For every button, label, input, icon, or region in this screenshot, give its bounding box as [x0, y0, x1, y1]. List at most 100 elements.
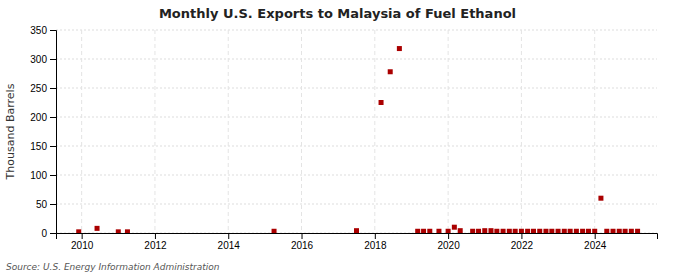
tick: 2020 [437, 233, 460, 251]
point [629, 229, 634, 233]
grid-line [594, 30, 595, 233]
grid-line [521, 30, 522, 233]
point [568, 229, 573, 233]
grid-line [81, 30, 82, 233]
point [458, 228, 463, 233]
point [519, 229, 524, 233]
grid-line [301, 30, 302, 233]
grid-line [56, 30, 657, 31]
point [635, 229, 640, 233]
tick-label: 50 [36, 199, 48, 210]
tick: 0 [41, 228, 56, 239]
point [397, 46, 402, 51]
point [611, 229, 616, 233]
point [125, 229, 130, 233]
point [476, 229, 481, 233]
point [436, 229, 441, 233]
point [501, 229, 506, 233]
tick-label: 250 [30, 83, 47, 94]
axis-line [57, 234, 658, 240]
grid-line [56, 204, 657, 205]
grid-line [56, 88, 657, 89]
tick: 100 [30, 170, 56, 181]
tick: 350 [30, 25, 56, 36]
grid-line [56, 117, 657, 118]
tick-label: 2024 [584, 240, 607, 251]
point [543, 229, 548, 233]
tick: 250 [30, 83, 56, 94]
tick-mark [155, 233, 156, 239]
tick: 2012 [144, 233, 167, 251]
point [537, 229, 542, 233]
tick-mark [50, 175, 56, 176]
tick-label: 2022 [511, 240, 534, 251]
tick: 2016 [291, 233, 314, 251]
tick-mark [228, 233, 229, 239]
point [549, 229, 554, 233]
points [76, 46, 640, 233]
point [421, 229, 426, 233]
point [617, 229, 622, 233]
tick-label: 0 [41, 228, 47, 239]
point [604, 229, 609, 233]
x-axis: 2010 2012 2014 2016 2018 2020 2022 2024 [57, 233, 658, 251]
tick-mark [521, 233, 522, 239]
point [562, 229, 567, 233]
tick: 2024 [584, 233, 607, 251]
tick-label: 300 [30, 54, 47, 65]
point [586, 229, 591, 233]
point [452, 225, 457, 230]
tick-mark [448, 233, 449, 239]
tick-mark [50, 59, 56, 60]
tick-label: 200 [30, 112, 47, 123]
point [482, 228, 487, 233]
grid [56, 30, 657, 233]
y-axis: 0 50 100 150 200 250 300 350 [30, 25, 56, 239]
point [116, 229, 121, 233]
tick-label: 2012 [144, 240, 167, 251]
point [470, 229, 475, 233]
tick-label: 100 [30, 170, 47, 181]
point [494, 229, 499, 233]
tick-label: 2016 [291, 240, 314, 251]
point [592, 229, 597, 233]
tick-label: 2014 [218, 240, 241, 251]
tick-mark [50, 117, 56, 118]
point [574, 229, 579, 233]
point [446, 229, 451, 233]
tick: 50 [36, 199, 56, 210]
tick-label: 150 [30, 141, 47, 152]
tick: 2022 [511, 233, 534, 251]
tick-mark [375, 233, 376, 239]
tick-label: 2018 [364, 240, 387, 251]
tick-label: 2020 [437, 240, 460, 251]
tick-mark [50, 146, 56, 147]
point [531, 229, 536, 233]
tick: 2018 [364, 233, 387, 251]
point [623, 229, 628, 233]
plot: 2010 2012 2014 2016 2018 2020 2022 2024 0 50 100 15… [30, 25, 657, 251]
tick-mark [82, 233, 83, 239]
point [598, 196, 603, 201]
tick-label: 350 [30, 25, 47, 36]
source: Source: U.S. Energy Information Administ… [6, 262, 220, 272]
point [95, 226, 100, 231]
point [556, 229, 561, 233]
point [488, 228, 493, 233]
tick-mark [595, 233, 596, 239]
point [580, 229, 585, 233]
tick-label: 2010 [71, 240, 94, 251]
point [354, 228, 359, 233]
point [415, 229, 420, 233]
title: Monthly U.S. Exports to Malaysia of Fuel… [159, 6, 516, 21]
tick-mark [302, 233, 303, 239]
point [507, 229, 512, 233]
grid-line [228, 30, 229, 233]
grid-line [56, 146, 657, 147]
y-axis-label: Thousand Barrels [4, 83, 17, 180]
grid-line [374, 30, 375, 233]
grid-line [56, 175, 657, 176]
point [427, 229, 432, 233]
tick-mark [50, 30, 56, 31]
point [525, 229, 530, 233]
